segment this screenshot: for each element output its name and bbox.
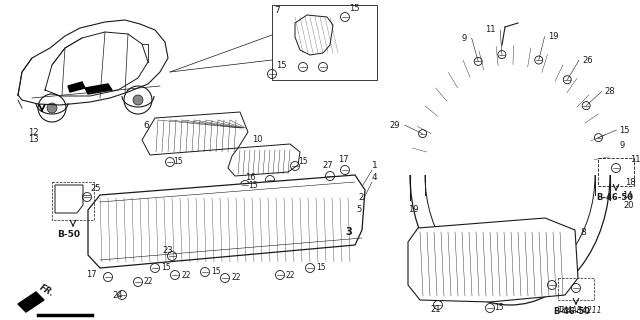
Polygon shape (18, 292, 44, 312)
Text: TK4AB4211: TK4AB4211 (557, 306, 602, 315)
Text: 18: 18 (625, 178, 636, 187)
Text: 22: 22 (181, 270, 191, 279)
Text: 11: 11 (630, 155, 640, 164)
Text: 15: 15 (349, 4, 360, 13)
Polygon shape (408, 218, 578, 302)
Text: FR.: FR. (38, 283, 56, 298)
Text: 22: 22 (231, 274, 241, 283)
Text: 15: 15 (494, 303, 504, 313)
Text: 27: 27 (322, 161, 333, 170)
Text: 15: 15 (173, 157, 182, 166)
Text: 15: 15 (620, 125, 630, 134)
Text: 5: 5 (356, 205, 361, 214)
Text: 4: 4 (372, 173, 378, 182)
Bar (558, 278, 594, 300)
Text: B-46-50: B-46-50 (596, 193, 633, 202)
Text: 3: 3 (345, 227, 352, 237)
Text: 15: 15 (298, 157, 308, 166)
Text: 22: 22 (144, 277, 154, 286)
Text: 23: 23 (162, 246, 173, 255)
Text: 7: 7 (274, 6, 280, 15)
Text: 26: 26 (582, 56, 593, 65)
Text: 2: 2 (358, 193, 364, 202)
Polygon shape (295, 15, 333, 55)
Polygon shape (68, 82, 85, 92)
Text: 20: 20 (623, 201, 634, 210)
Text: 6: 6 (143, 121, 148, 130)
Text: 15: 15 (211, 268, 221, 276)
Polygon shape (88, 175, 365, 268)
Circle shape (133, 95, 143, 105)
Text: 15: 15 (161, 263, 171, 273)
Text: 25: 25 (90, 184, 100, 193)
Text: B-50: B-50 (57, 230, 80, 239)
Polygon shape (85, 84, 112, 94)
Text: 12: 12 (28, 128, 38, 137)
Text: 13: 13 (28, 135, 38, 144)
Text: 19: 19 (548, 32, 558, 41)
Circle shape (47, 103, 57, 113)
Text: 15: 15 (316, 263, 326, 273)
Text: 9: 9 (620, 141, 625, 150)
Text: 21: 21 (430, 305, 440, 314)
Text: 1: 1 (372, 161, 378, 170)
Text: 16: 16 (245, 173, 255, 182)
Bar (52, 182, 94, 220)
Bar (598, 158, 634, 186)
Polygon shape (228, 144, 300, 176)
Text: 9: 9 (461, 34, 467, 43)
Text: 17: 17 (338, 155, 349, 164)
Text: 22: 22 (286, 270, 296, 279)
Text: 15: 15 (248, 180, 258, 189)
Text: 14: 14 (622, 191, 632, 200)
Text: 8: 8 (580, 228, 586, 237)
Text: 24: 24 (112, 291, 122, 300)
Bar (272, 5, 377, 80)
Text: 11: 11 (484, 26, 495, 35)
Text: 19: 19 (408, 205, 419, 214)
Text: B-46-50: B-46-50 (553, 307, 590, 316)
Text: 29: 29 (389, 121, 400, 130)
Text: 15: 15 (276, 61, 287, 70)
Text: 28: 28 (605, 87, 616, 96)
Text: 10: 10 (252, 135, 262, 144)
Text: 17: 17 (86, 270, 97, 279)
Polygon shape (55, 185, 83, 213)
Polygon shape (142, 112, 248, 155)
